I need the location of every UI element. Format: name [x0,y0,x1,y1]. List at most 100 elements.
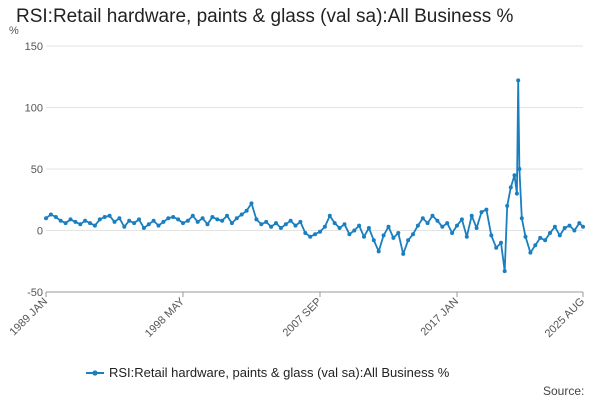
data-point[interactable] [63,221,68,226]
legend[interactable]: RSI:Retail hardware, paints & glass (val… [86,365,450,380]
data-point[interactable] [181,221,185,226]
data-point[interactable] [112,219,117,224]
data-point[interactable] [318,229,322,234]
data-point[interactable] [411,232,415,237]
data-point[interactable] [514,191,519,196]
data-point[interactable] [464,234,469,239]
data-point[interactable] [376,249,381,254]
source-label[interactable]: Source: [543,384,584,398]
data-point[interactable] [347,232,352,237]
data-point[interactable] [156,223,161,228]
data-point[interactable] [366,226,371,230]
data-point[interactable] [68,217,73,222]
data-point[interactable] [577,221,582,226]
data-point[interactable] [269,224,274,229]
data-point[interactable] [415,223,420,228]
data-point[interactable] [146,222,151,227]
data-point[interactable] [528,250,533,255]
data-point[interactable] [102,215,107,219]
data-point[interactable] [200,216,205,221]
data-point[interactable] [517,167,522,171]
data-point[interactable] [161,219,166,224]
data-point[interactable] [445,221,450,226]
data-point[interactable] [278,226,283,230]
data-point[interactable] [308,234,313,239]
data-point[interactable] [190,213,195,218]
data-point[interactable] [430,213,435,218]
data-point[interactable] [581,224,585,229]
data-point[interactable] [484,207,489,212]
data-point[interactable] [512,173,517,178]
data-point[interactable] [420,216,425,221]
data-point[interactable] [479,210,484,215]
data-point[interactable] [288,218,293,223]
data-point[interactable] [327,213,332,218]
data-point[interactable] [401,251,406,256]
data-point[interactable] [435,218,440,223]
data-point[interactable] [352,228,357,233]
data-point[interactable] [244,208,249,213]
data-point[interactable] [332,221,337,226]
data-point[interactable] [489,233,494,238]
data-point[interactable] [337,226,342,230]
data-point[interactable] [303,231,308,235]
data-point[interactable] [97,217,102,222]
data-point[interactable] [562,226,567,230]
data-point[interactable] [171,215,176,219]
data-point[interactable] [572,228,577,233]
data-point[interactable] [371,238,376,243]
data-point[interactable] [220,218,225,223]
data-point[interactable] [440,224,445,229]
data-point[interactable] [141,226,146,230]
data-point[interactable] [239,212,244,217]
data-point[interactable] [505,203,510,208]
data-point[interactable] [538,235,543,240]
data-point[interactable] [396,231,401,235]
data-point[interactable] [254,217,259,222]
data-point[interactable] [502,269,507,274]
data-point[interactable] [249,201,254,206]
data-point[interactable] [357,223,362,228]
data-point[interactable] [127,218,132,223]
data-point[interactable] [533,243,538,248]
data-point[interactable] [234,216,239,221]
data-point[interactable] [342,222,347,227]
data-point[interactable] [88,221,92,226]
data-point[interactable] [469,213,474,218]
data-point[interactable] [293,223,298,228]
data-point[interactable] [283,222,288,227]
data-point[interactable] [73,219,78,224]
data-point[interactable] [264,219,269,224]
data-point[interactable] [548,231,552,235]
data-point[interactable] [474,226,479,230]
data-point[interactable] [53,215,58,219]
data-point[interactable] [519,216,524,221]
data-point[interactable] [523,234,528,239]
data-point[interactable] [459,217,464,222]
data-point[interactable] [567,223,572,228]
data-point[interactable] [195,219,200,224]
data-point[interactable] [313,232,318,237]
data-point[interactable] [516,78,521,83]
data-point[interactable] [210,215,215,219]
data-point[interactable] [259,222,264,227]
data-point[interactable] [552,224,557,229]
data-point[interactable] [322,224,327,229]
data-point[interactable] [386,224,391,229]
data-point[interactable] [225,213,229,218]
data-point[interactable] [557,233,562,238]
data-point[interactable] [44,216,48,221]
data-point[interactable] [499,240,503,245]
data-point[interactable] [92,223,97,228]
data-point[interactable] [274,221,278,226]
data-point[interactable] [494,245,499,250]
data-point[interactable] [132,221,137,226]
data-point[interactable] [381,233,386,238]
data-point[interactable] [205,222,210,227]
data-point[interactable] [185,218,190,223]
data-point[interactable] [455,223,459,228]
data-point[interactable] [508,185,513,190]
data-point[interactable] [215,217,220,222]
data-point[interactable] [176,217,181,222]
data-point[interactable] [107,213,112,218]
